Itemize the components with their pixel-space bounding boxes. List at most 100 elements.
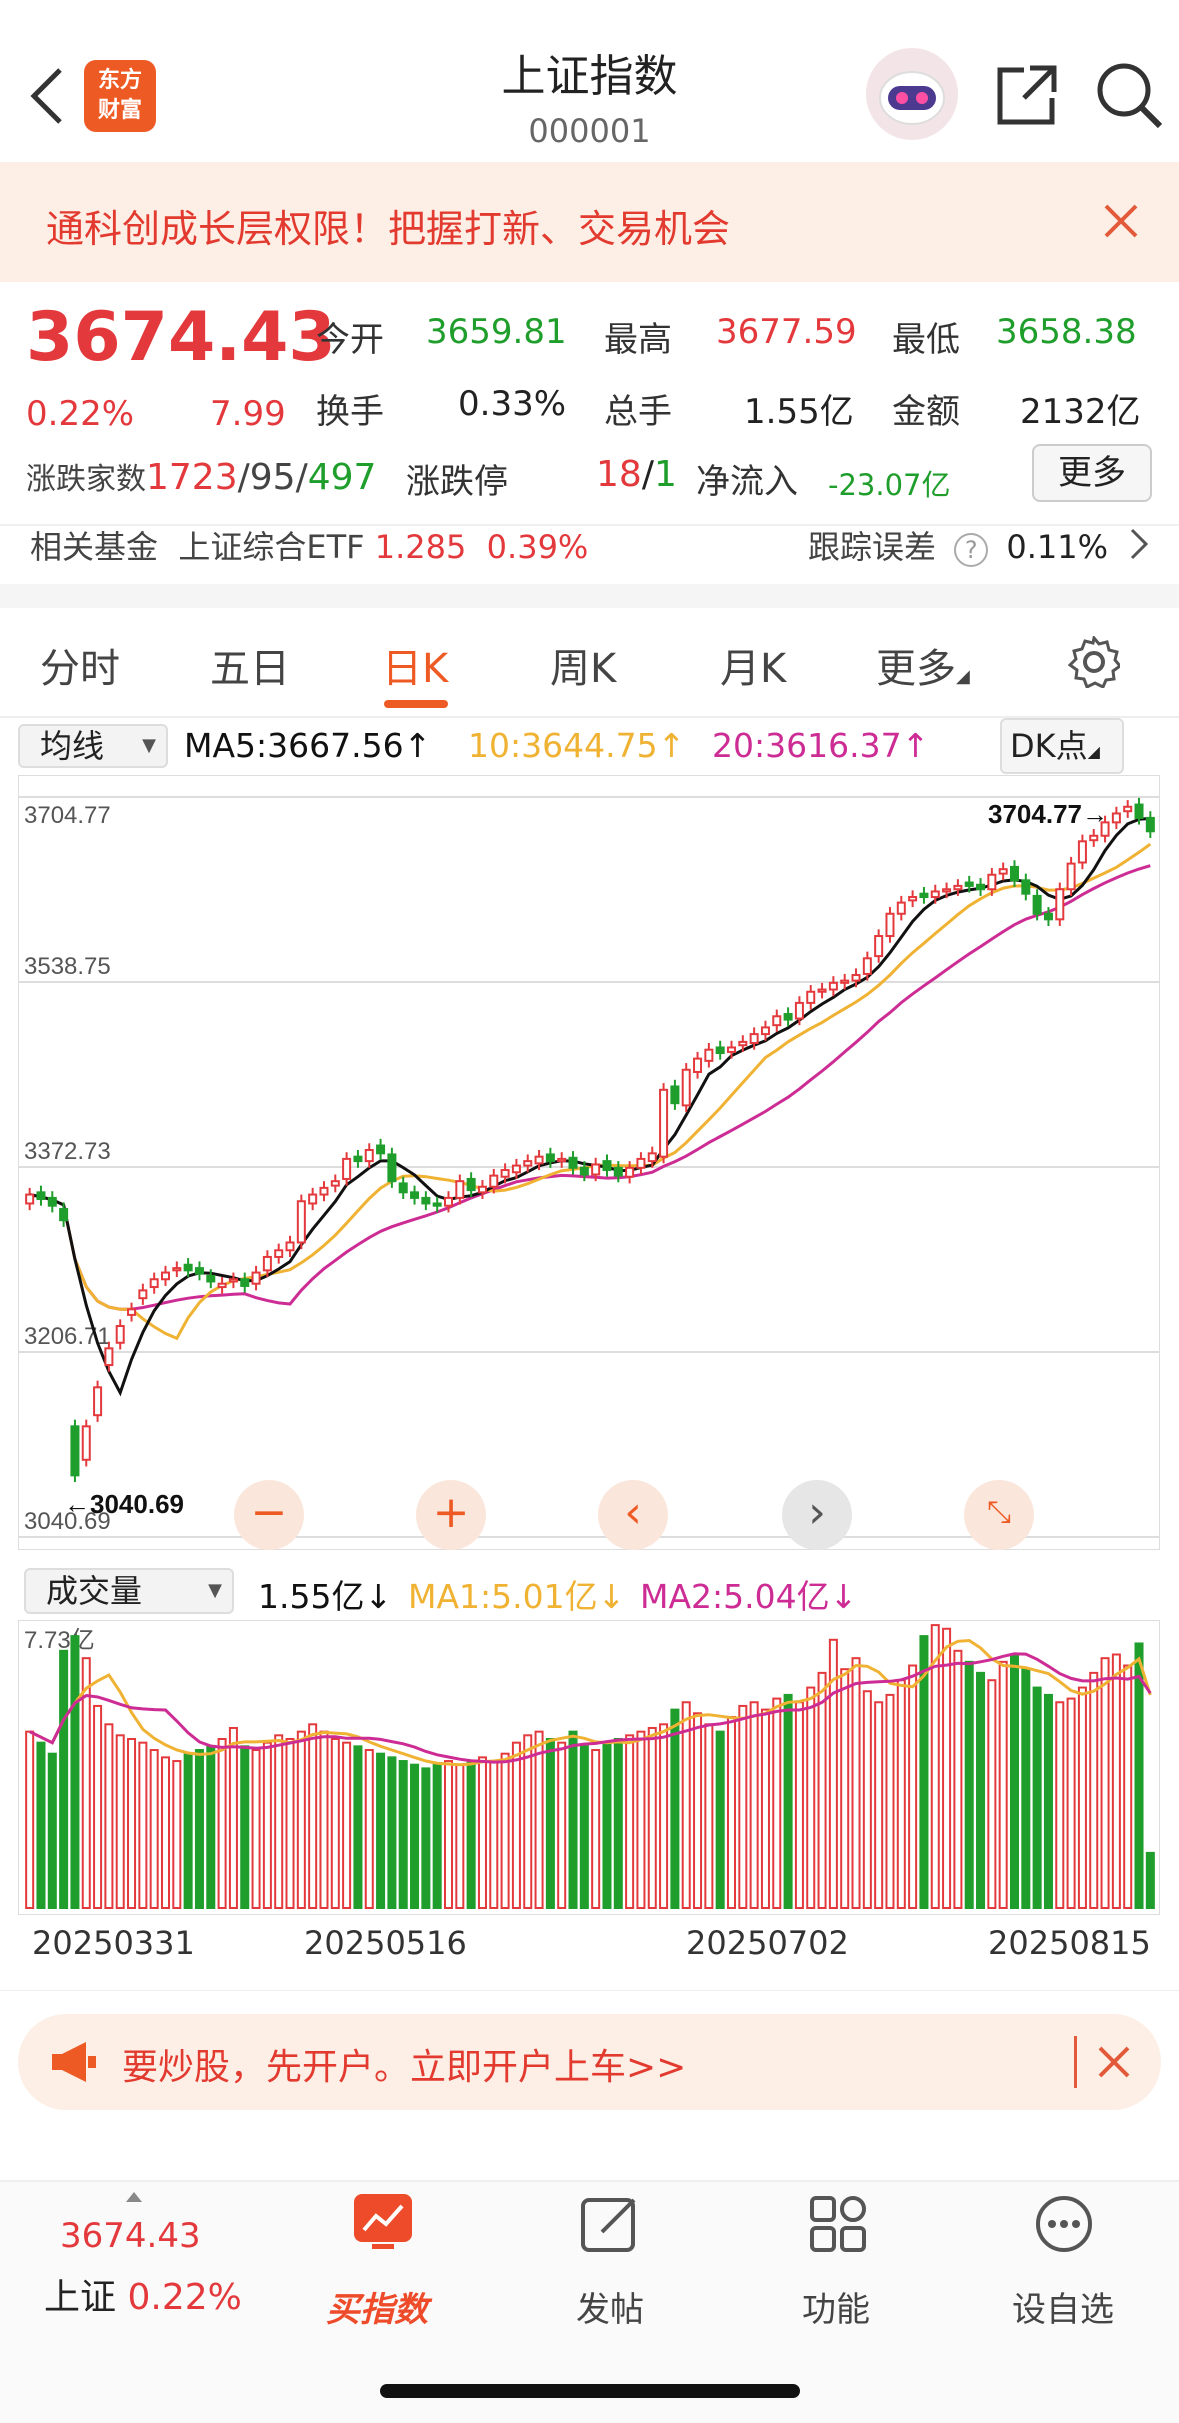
x-tick-label: 20250815 [988,1924,1151,1962]
volume-bar [1043,1693,1053,1909]
candle-body [523,1160,533,1167]
volume-bar [500,1752,510,1909]
volume-bar [206,1745,216,1909]
volume-bar [806,1686,816,1910]
tracking-error[interactable]: 跟踪误差 ? 0.11% [808,528,1109,567]
volume-bar [625,1734,635,1909]
buy-index-icon[interactable] [352,2192,414,2250]
tab-more[interactable]: 更多◢ [876,646,970,692]
candle-body [772,1015,782,1027]
post-edit-icon[interactable] [580,2194,642,2254]
open-label: 今开 [316,320,384,360]
volume-chart[interactable]: 7.73亿 [18,1620,1160,1915]
volume-bar [568,1730,578,1910]
assistant-avatar-icon[interactable] [864,46,960,142]
volume-bar [228,1726,238,1910]
dk-point-button[interactable]: DK点◢ [1000,718,1124,774]
close-icon[interactable] [1098,2046,1130,2078]
functions-grid-icon[interactable] [808,2194,868,2254]
volume-bar [749,1701,759,1909]
share-icon[interactable] [994,62,1060,128]
volume-label: 总手 [604,392,672,432]
candle-body [1066,862,1076,891]
divider [0,524,1179,526]
top-bar: 东方 财富 上证指数 000001 [0,0,1179,162]
scroll-left-button[interactable]: ‹ [598,1480,668,1550]
candle-body [591,1163,601,1176]
volume-bar [851,1657,861,1909]
nav-functions[interactable]: 功能 [802,2290,870,2330]
volume-bar [738,1704,748,1909]
volume-bar [715,1730,725,1910]
nav-post[interactable]: 发帖 [576,2290,644,2330]
volume-bar [364,1749,374,1909]
volume-bar [930,1624,940,1909]
ma20-readout: 20:3616.37↑ [712,726,930,765]
nav-watchlist[interactable]: 设自选 [1012,2290,1114,2330]
scroll-right-button[interactable]: › [782,1480,852,1550]
dropdown-triangle-icon: ◢ [1087,742,1100,761]
tab-weekly-k[interactable]: 周K [550,646,617,692]
volume-bar [432,1763,442,1909]
volume-bar [285,1737,295,1909]
tab-monthly-k[interactable]: 月K [720,646,787,692]
nav-buy-index[interactable]: 买指数 [326,2290,428,2330]
promo-banner[interactable]: 通科创成长层权限！把握打新、交易机会 [0,162,1179,282]
search-icon[interactable] [1094,60,1164,130]
nav-quote-price[interactable]: 3674.43 [60,2216,201,2256]
volume-bar [376,1752,386,1909]
help-icon[interactable]: ? [954,533,989,567]
fullscreen-expand-icon[interactable]: ⤡ [964,1480,1034,1550]
candle-body [715,1046,725,1055]
candle-body [274,1249,284,1258]
candle-body [421,1196,431,1205]
settings-gear-icon[interactable] [1068,636,1120,688]
volume-bar [421,1767,431,1909]
y-tick-label: 3040.69 [24,1508,111,1535]
chevron-right-icon[interactable] [1128,526,1150,562]
volume-bar [1077,1686,1087,1910]
tab-daily-k[interactable]: 日K [382,646,449,692]
current-price: 3674.43 [26,298,336,377]
volume-bar [217,1737,227,1909]
more-button[interactable]: 更多 [1032,444,1152,502]
volume-bar [104,1723,114,1910]
zoom-in-button[interactable]: + [416,1480,486,1550]
close-icon[interactable] [1104,204,1138,238]
more-dots-icon[interactable] [1034,2194,1094,2254]
volume-bar [262,1741,272,1909]
zoom-out-button[interactable]: − [234,1480,304,1550]
volume-bar [511,1741,521,1909]
candle-body [851,974,861,982]
open-value: 3659.81 [426,312,567,352]
change-percent: 0.22% [26,394,135,434]
indicator-select[interactable]: 均线 ▼ [18,724,168,768]
candle-body [500,1169,510,1178]
volume-indicator-select[interactable]: 成交量 ▼ [24,1568,234,1614]
candle-body [93,1386,103,1417]
candle-body [376,1144,386,1155]
volume-bar [1021,1668,1031,1909]
candle-body [636,1157,646,1169]
volume-bar [251,1749,261,1909]
volume-bar [579,1745,589,1909]
candle-body [681,1068,691,1107]
open-account-ad[interactable]: 要炒股，先开户。立即开户上车>> [18,2014,1161,2110]
tab-intraday[interactable]: 分时 [40,646,120,692]
volume-bar [1123,1664,1133,1909]
candle-body [545,1153,555,1163]
volume-bar [194,1749,204,1909]
home-indicator[interactable] [380,2384,800,2398]
candlestick-chart[interactable]: 3704.773538.753372.733206.713040.693704.… [18,775,1160,1550]
candle-body [670,1085,680,1105]
candle-body [251,1271,261,1285]
tab-five-day[interactable]: 五日 [210,646,290,692]
back-icon[interactable] [26,66,66,126]
ad-text: 要炒股，先开户。立即开户上车>> [122,2047,687,2088]
volume-bar [964,1660,974,1909]
nav-quote[interactable]: 上证 0.22% [44,2277,242,2318]
volume-bar [670,1708,680,1909]
candle-body [511,1164,521,1174]
candle-body [115,1325,125,1344]
related-fund-row[interactable]: 相关基金 上证综合ETF 1.285 0.39% [30,528,589,566]
